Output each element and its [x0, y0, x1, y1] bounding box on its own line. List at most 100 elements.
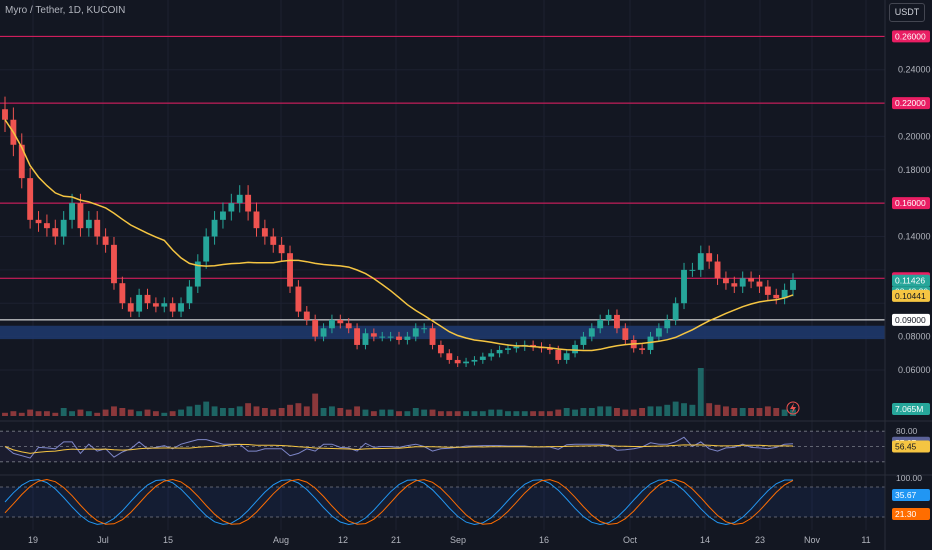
currency-button[interactable]: USDT	[889, 3, 925, 22]
candle-body	[287, 253, 293, 287]
candle-body	[312, 319, 319, 337]
volume-badge-text: 7.065M	[895, 404, 923, 414]
time-tick-label: Sep	[450, 535, 466, 545]
volume-bar	[94, 412, 101, 416]
time-tick-label: 12	[338, 535, 348, 545]
volume-bar	[446, 411, 453, 416]
time-tick-label: 21	[391, 535, 401, 545]
candle-body	[672, 303, 679, 320]
rsi-ma-line	[4, 443, 794, 454]
volume-bar	[764, 406, 771, 416]
candle-body	[295, 286, 302, 312]
stoch-k-line	[4, 479, 793, 526]
volume-bar	[731, 408, 738, 416]
candle-body	[689, 269, 696, 271]
price-badges: 0.260000.220000.160000.115000.090000.114…	[786, 30, 930, 520]
candle-body	[555, 349, 562, 360]
volume-bar	[739, 408, 746, 416]
time-tick-label: 11	[861, 535, 870, 545]
volume-bar	[471, 411, 478, 416]
volume-bar	[681, 403, 687, 416]
stochastic-panel	[0, 474, 932, 526]
candle-body	[655, 328, 662, 337]
candle-body	[303, 311, 310, 320]
last-price-badge-text: 0.11426	[895, 276, 925, 286]
volume-bar	[69, 411, 75, 416]
candle-body	[530, 344, 537, 347]
candle-body	[622, 328, 629, 340]
price-axis[interactable]: 0.06000 0.08000 0.14000 0.18000 0.20000 0.240…	[884, 0, 931, 550]
candle-body	[270, 236, 277, 245]
volume-bar	[496, 409, 503, 416]
volume-bar	[161, 412, 168, 416]
volume-bar	[52, 412, 59, 416]
candle-body	[597, 319, 604, 329]
level-badge	[892, 97, 930, 110]
time-tick-label: 16	[539, 535, 549, 545]
volume-bar	[169, 411, 176, 416]
volume-bar	[228, 408, 235, 416]
volume-bar	[18, 412, 25, 416]
level-badge-text: 0.22000	[895, 98, 926, 108]
volume-bar	[152, 411, 159, 416]
level-badge-text: 0.26000	[895, 31, 926, 41]
volume-bar	[253, 406, 260, 416]
volume-bar	[320, 408, 327, 416]
volume-badge	[892, 403, 930, 415]
candle-body	[161, 303, 168, 307]
volume-bar	[588, 408, 595, 416]
candle-body	[739, 278, 746, 287]
candle-body	[178, 303, 184, 312]
candle-body	[211, 219, 218, 237]
volume-bar	[521, 411, 528, 416]
volume-bar	[2, 412, 8, 416]
volume-bar	[303, 406, 310, 416]
level-badge	[892, 313, 930, 326]
volume-bar	[278, 408, 285, 416]
price-tick-label: 0.24000	[898, 65, 931, 75]
lightning-icon[interactable]	[786, 401, 800, 415]
candle-body	[119, 283, 126, 304]
volume-bar	[396, 411, 402, 416]
zone-rect	[0, 325, 885, 340]
candle-body	[639, 348, 646, 350]
volume-bar	[555, 409, 562, 416]
ma-badge-text: 0.10441	[895, 291, 926, 301]
volume-bar	[387, 409, 394, 416]
time-tick-label: Oct	[623, 535, 638, 545]
candle-body	[454, 359, 461, 364]
candle-body	[111, 244, 117, 284]
candle-body	[546, 348, 553, 350]
volume-bar	[647, 406, 654, 416]
volume-bar	[412, 408, 419, 416]
last-price-badge	[892, 274, 930, 287]
candle-body	[35, 219, 42, 224]
volume-bar	[329, 406, 335, 416]
candle-body	[496, 349, 503, 354]
price-tick-label: 0.06000	[898, 365, 931, 375]
time-tick-label: Jul	[97, 535, 109, 545]
volume-bar	[672, 401, 679, 416]
candle-body	[27, 178, 34, 220]
volume-bar	[538, 411, 545, 416]
rsi-panel	[0, 420, 932, 463]
volume-bar	[379, 409, 386, 416]
candle-body	[370, 333, 377, 337]
candle-body	[588, 328, 595, 337]
volume-bar	[563, 408, 570, 416]
support-zone	[0, 325, 885, 340]
volume-bar	[119, 408, 126, 416]
candle-body	[102, 236, 109, 245]
candle-body	[580, 336, 587, 345]
candle-body	[253, 211, 260, 229]
volume-bar	[312, 393, 319, 416]
candle-body	[563, 353, 570, 360]
candle-body	[387, 336, 394, 338]
candle-body	[278, 244, 285, 254]
volume-bar	[60, 408, 67, 416]
volume-bar	[664, 404, 671, 416]
candle-body	[85, 219, 92, 229]
time-axis[interactable]: 19 Jul 15 Aug 12 21 Sep 16 Oct 14 23 Nov 11	[28, 535, 871, 545]
candle-body	[748, 278, 755, 282]
